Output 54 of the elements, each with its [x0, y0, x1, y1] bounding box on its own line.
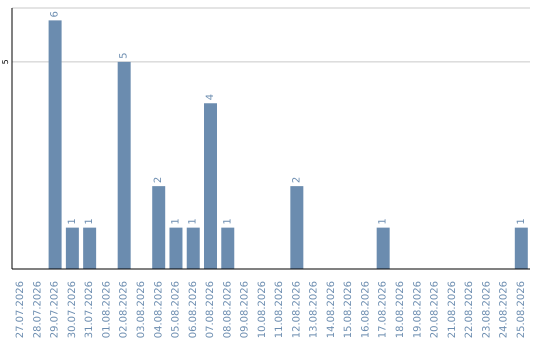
bar	[66, 228, 79, 269]
data-label: 1	[188, 218, 199, 225]
x-tick-label: 15.08.2026	[343, 281, 354, 338]
data-label: 4	[205, 94, 216, 100]
data-label: 1	[170, 218, 182, 225]
x-tick-label: 27.07.2026	[15, 281, 26, 338]
x-tick-label: 16.08.2026	[360, 281, 372, 338]
data-label: 2	[153, 176, 164, 184]
x-tick-label: 22.08.2026	[464, 281, 476, 338]
bar	[221, 228, 234, 269]
data-label: 5	[118, 52, 130, 59]
x-tick-label: 19.08.2026	[412, 281, 424, 338]
x-tick-label: 29.07.2026	[50, 281, 61, 338]
x-tick-label: 06.08.2026	[188, 281, 199, 338]
bar	[48, 20, 62, 269]
data-label: 1	[222, 218, 234, 225]
bar	[290, 186, 304, 269]
x-tick-label: 11.08.2026	[274, 281, 286, 338]
x-tick-label: 20.08.2026	[430, 281, 441, 338]
x-tick-label: 01.08.2026	[101, 281, 112, 338]
x-tick-label: 08.08.2026	[222, 281, 234, 338]
bar	[152, 186, 166, 269]
data-label: 1	[84, 218, 96, 225]
x-tick-label: 25.08.2026	[516, 281, 527, 338]
x-tick-label: 02.08.2026	[118, 281, 130, 338]
x-tick-label: 30.07.2026	[66, 281, 78, 338]
bar	[169, 228, 182, 269]
x-tick-label: 05.08.2026	[170, 281, 182, 338]
x-tick-label: 09.08.2026	[240, 281, 251, 338]
x-tick-label: 17.08.2026	[378, 281, 389, 338]
bar	[118, 62, 131, 269]
bar	[376, 228, 390, 269]
bar	[186, 228, 200, 269]
data-label: 6	[50, 11, 61, 18]
x-tick-label: 21.08.2026	[446, 281, 458, 338]
x-tick-label: 12.08.2026	[291, 281, 302, 338]
x-tick-label: 14.08.2026	[326, 281, 337, 338]
x-tick-label: 04.08.2026	[153, 281, 164, 338]
bar	[83, 228, 96, 269]
data-label: 1	[378, 218, 389, 225]
data-label: 1	[516, 218, 527, 225]
bar	[204, 103, 218, 269]
data-label: 2	[291, 176, 302, 184]
x-tick-label: 13.08.2026	[308, 281, 320, 338]
x-tick-label: 28.07.2026	[32, 281, 44, 338]
x-tick-label: 24.08.2026	[498, 281, 510, 338]
x-tick-label: 07.08.2026	[205, 281, 216, 338]
x-tick-label: 03.08.2026	[136, 281, 147, 338]
x-tick-label: 23.08.2026	[481, 281, 492, 338]
data-label: 1	[66, 218, 78, 225]
bar	[514, 228, 528, 269]
x-tick-label: 10.08.2026	[256, 281, 268, 338]
x-tick-label: 31.07.2026	[84, 281, 96, 338]
x-tick-label: 18.08.2026	[395, 281, 406, 338]
